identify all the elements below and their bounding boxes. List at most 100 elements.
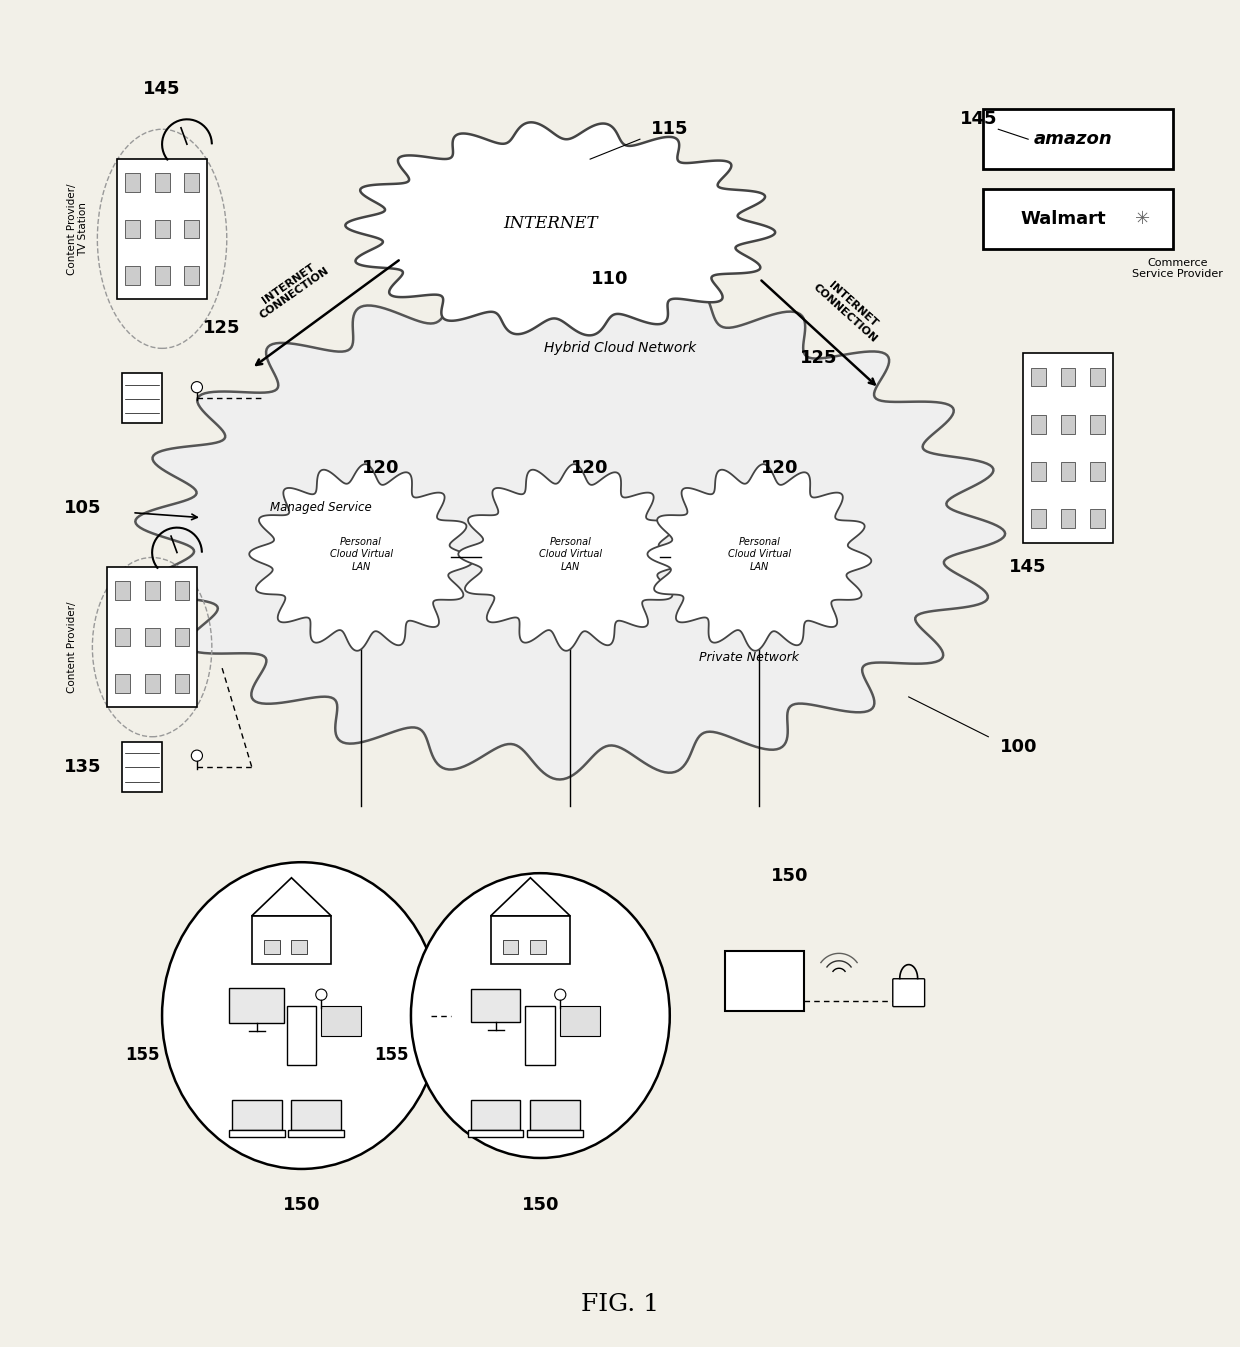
FancyBboxPatch shape [1090, 368, 1105, 387]
FancyBboxPatch shape [145, 582, 160, 599]
Text: 155: 155 [125, 1047, 160, 1064]
FancyBboxPatch shape [229, 989, 284, 1024]
FancyBboxPatch shape [560, 1006, 600, 1036]
FancyBboxPatch shape [155, 172, 170, 191]
Text: Content Provider/
TV Station: Content Provider/ TV Station [67, 183, 88, 275]
FancyBboxPatch shape [291, 940, 308, 954]
FancyBboxPatch shape [1090, 509, 1105, 528]
FancyBboxPatch shape [1060, 462, 1075, 481]
FancyBboxPatch shape [145, 628, 160, 647]
Text: 145: 145 [1009, 559, 1047, 577]
Text: 145: 145 [960, 110, 997, 128]
FancyBboxPatch shape [502, 940, 518, 954]
FancyBboxPatch shape [115, 582, 130, 599]
Text: 105: 105 [63, 498, 102, 517]
FancyBboxPatch shape [115, 628, 130, 647]
FancyBboxPatch shape [983, 109, 1173, 170]
FancyBboxPatch shape [471, 989, 521, 1022]
FancyBboxPatch shape [1030, 509, 1045, 528]
FancyBboxPatch shape [252, 916, 331, 964]
FancyBboxPatch shape [289, 1130, 345, 1137]
Text: 135: 135 [63, 757, 102, 776]
FancyBboxPatch shape [264, 940, 279, 954]
FancyBboxPatch shape [175, 628, 190, 647]
Text: 150: 150 [770, 867, 808, 885]
Ellipse shape [410, 873, 670, 1158]
FancyBboxPatch shape [232, 1100, 281, 1130]
Text: ✳: ✳ [1135, 210, 1151, 228]
FancyBboxPatch shape [1060, 415, 1075, 434]
Text: Private Network: Private Network [699, 651, 800, 664]
FancyBboxPatch shape [526, 1006, 556, 1065]
Text: INTERNET
CONNECTION: INTERNET CONNECTION [252, 256, 331, 321]
Circle shape [554, 989, 565, 1001]
Polygon shape [249, 465, 474, 651]
Circle shape [191, 381, 202, 393]
Text: 100: 100 [999, 738, 1037, 756]
FancyBboxPatch shape [125, 220, 140, 238]
FancyBboxPatch shape [108, 567, 197, 707]
FancyBboxPatch shape [123, 742, 162, 792]
FancyBboxPatch shape [1030, 462, 1045, 481]
FancyBboxPatch shape [1060, 368, 1075, 387]
Text: 110: 110 [591, 269, 629, 288]
FancyBboxPatch shape [185, 265, 200, 284]
Text: 145: 145 [144, 81, 181, 98]
FancyBboxPatch shape [983, 189, 1173, 249]
FancyBboxPatch shape [125, 172, 140, 191]
Text: INTERNET
CONNECTION: INTERNET CONNECTION [811, 273, 887, 343]
Text: 115: 115 [651, 120, 688, 139]
FancyBboxPatch shape [175, 675, 190, 692]
Text: 120: 120 [572, 459, 609, 477]
Text: 125: 125 [800, 349, 838, 368]
Text: Managed Service: Managed Service [270, 501, 372, 515]
FancyBboxPatch shape [118, 159, 207, 299]
FancyBboxPatch shape [893, 979, 925, 1006]
Text: INTERNET: INTERNET [503, 216, 598, 233]
FancyBboxPatch shape [1060, 509, 1075, 528]
FancyBboxPatch shape [185, 172, 200, 191]
FancyBboxPatch shape [125, 265, 140, 284]
FancyBboxPatch shape [291, 1100, 341, 1130]
FancyBboxPatch shape [228, 1130, 284, 1137]
FancyBboxPatch shape [145, 675, 160, 692]
FancyBboxPatch shape [531, 1100, 580, 1130]
FancyBboxPatch shape [155, 220, 170, 238]
FancyBboxPatch shape [531, 940, 547, 954]
FancyBboxPatch shape [1090, 462, 1105, 481]
Text: Personal
Cloud Virtual
LAN: Personal Cloud Virtual LAN [330, 537, 393, 572]
Text: 120: 120 [760, 459, 799, 477]
Text: Personal
Cloud Virtual
LAN: Personal Cloud Virtual LAN [728, 537, 791, 572]
FancyBboxPatch shape [1030, 415, 1045, 434]
Ellipse shape [162, 862, 440, 1169]
Text: Commerce
Service Provider: Commerce Service Provider [1132, 257, 1223, 279]
FancyBboxPatch shape [123, 373, 162, 423]
Polygon shape [491, 878, 570, 916]
Polygon shape [135, 276, 1006, 780]
Polygon shape [647, 465, 872, 651]
FancyBboxPatch shape [1023, 353, 1112, 543]
Text: amazon: amazon [1034, 131, 1112, 148]
Circle shape [316, 989, 327, 1001]
FancyBboxPatch shape [491, 916, 570, 964]
FancyBboxPatch shape [471, 1100, 521, 1130]
Text: 155: 155 [373, 1047, 408, 1064]
Text: 150: 150 [283, 1196, 320, 1214]
FancyBboxPatch shape [185, 220, 200, 238]
Text: FIG. 1: FIG. 1 [582, 1293, 658, 1316]
FancyBboxPatch shape [527, 1130, 583, 1137]
Circle shape [191, 750, 202, 761]
Polygon shape [346, 123, 775, 335]
FancyBboxPatch shape [321, 1006, 361, 1036]
FancyBboxPatch shape [115, 675, 130, 692]
Text: Content Provider/: Content Provider/ [67, 601, 77, 692]
Polygon shape [252, 878, 331, 916]
Text: 125: 125 [203, 319, 241, 338]
Polygon shape [459, 465, 682, 651]
FancyBboxPatch shape [1090, 415, 1105, 434]
FancyBboxPatch shape [155, 265, 170, 284]
Text: Personal
Cloud Virtual
LAN: Personal Cloud Virtual LAN [538, 537, 601, 572]
Text: Walmart: Walmart [1021, 210, 1106, 228]
FancyBboxPatch shape [467, 1130, 523, 1137]
FancyBboxPatch shape [724, 951, 805, 1010]
